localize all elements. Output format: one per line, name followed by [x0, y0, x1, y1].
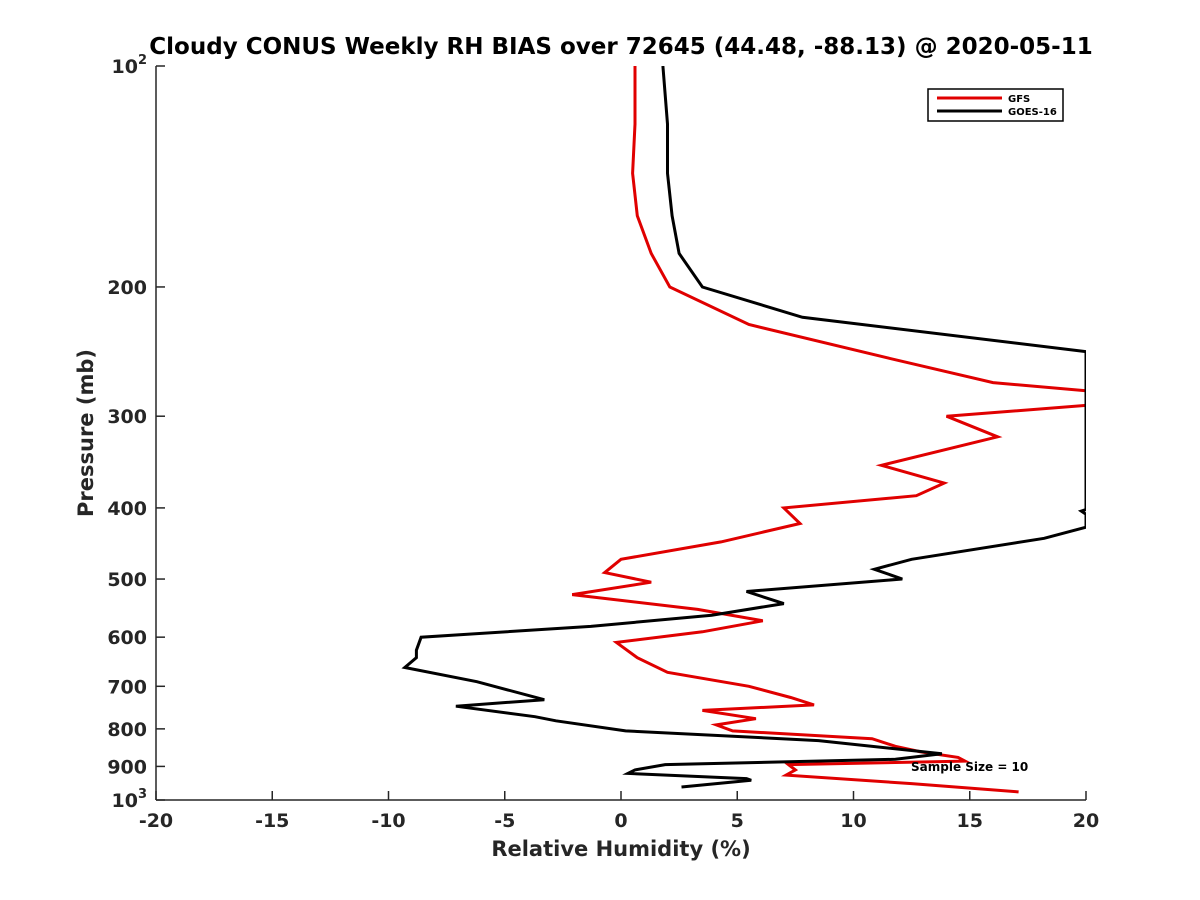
legend: GFS GOES-16: [927, 88, 1064, 122]
y-tick-label: 300: [107, 406, 147, 428]
legend-box: [927, 88, 1064, 122]
sample-size-annotation: Sample Size = 10: [911, 760, 1028, 774]
x-tick-label: -10: [371, 810, 405, 832]
chart-title: Cloudy CONUS Weekly RH BIAS over 72645 (…: [149, 34, 1092, 60]
legend-label: GOES-16: [1008, 107, 1057, 118]
x-tick-label: 15: [957, 810, 983, 832]
x-tick-label: 10: [840, 810, 866, 832]
x-tick-label: 20: [1073, 810, 1099, 832]
x-axis-label: Relative Humidity (%): [491, 837, 750, 861]
y-tick-label: 500: [107, 569, 147, 591]
x-tick-label: 5: [731, 810, 744, 832]
y-tick-label: 600: [107, 627, 147, 649]
x-tick-label: 0: [614, 810, 627, 832]
y-tick-label: 400: [107, 498, 147, 520]
y-tick-label: 102: [112, 53, 148, 78]
y-tick-label: 800: [107, 719, 147, 741]
y-tick-label: 103: [112, 787, 148, 812]
series-layer: [401, 66, 1086, 794]
series-line-goes-16: [401, 66, 1086, 789]
y-axis-label: Pressure (mb): [74, 349, 98, 517]
y-tick-label: 200: [107, 277, 147, 299]
x-tick-label: -15: [255, 810, 289, 832]
axes-layer: -20 -15 -10 -5 0 5 10 15 20 102 200 300 400 500 600 700…: [107, 53, 1099, 832]
legend-label: GFS: [1008, 94, 1030, 105]
x-tick-label: -5: [494, 810, 515, 832]
x-tick-label: -20: [139, 810, 173, 832]
y-tick-label: 900: [107, 756, 147, 778]
y-tick-label: 700: [107, 676, 147, 698]
plot-area: [156, 66, 1086, 800]
